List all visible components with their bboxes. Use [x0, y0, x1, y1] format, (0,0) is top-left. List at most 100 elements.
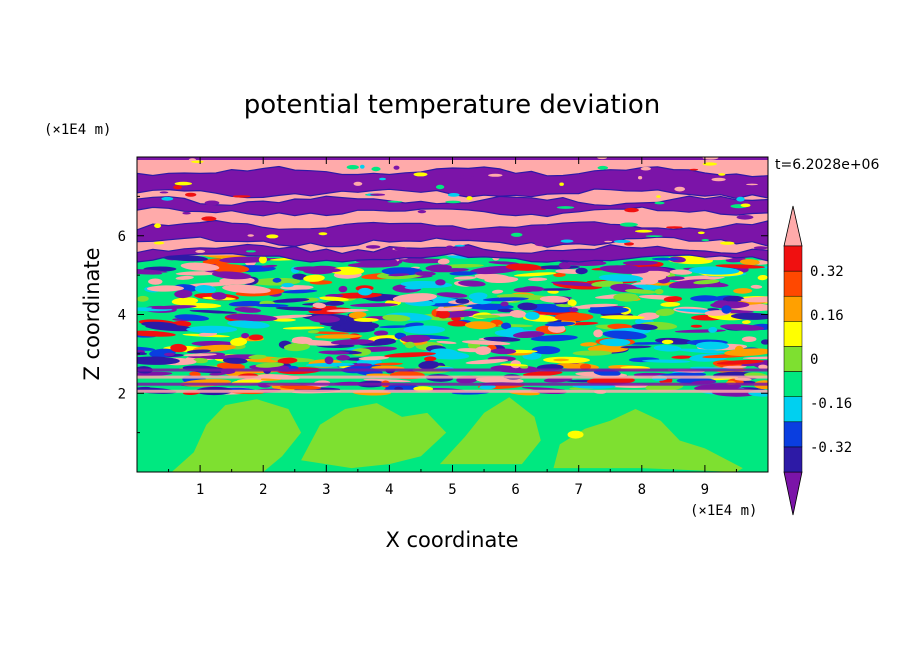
mixing-cell — [724, 348, 768, 357]
mixing-cell — [211, 292, 227, 300]
colorbar-swatch — [783, 446, 803, 473]
mixing-cell — [151, 305, 197, 310]
mixing-cell — [655, 308, 675, 317]
upper-cell — [370, 193, 386, 196]
mixing-cell — [490, 348, 517, 355]
upper-cell — [559, 182, 564, 186]
x-tick-label: 7 — [574, 482, 582, 498]
mixing-cell — [309, 315, 341, 323]
mixing-cell — [579, 363, 592, 371]
mixing-cell — [488, 261, 520, 265]
mixing-cell — [414, 271, 436, 276]
cold-band — [137, 219, 768, 248]
upper-cell — [228, 161, 246, 164]
mixing-cell — [222, 284, 271, 294]
upper-cell — [701, 239, 710, 242]
upper-cell — [597, 165, 609, 170]
mixing-cell — [602, 330, 647, 340]
upper-cell — [153, 241, 165, 245]
colorbar-label: 0 — [810, 352, 818, 368]
mixing-layer — [137, 247, 768, 397]
mixing-cell — [690, 295, 720, 302]
upper-cell — [191, 160, 204, 163]
cold-band — [137, 243, 768, 263]
mixing-cell — [353, 317, 379, 322]
mixing-cell — [234, 307, 262, 313]
upper-cell — [445, 200, 461, 204]
y-tick-label: 6 — [118, 229, 126, 245]
mixing-cell — [567, 299, 577, 307]
mixing-cell — [358, 287, 373, 296]
mixing-cell — [189, 371, 201, 377]
mixing-cell — [174, 289, 193, 299]
upper-cell — [276, 162, 282, 166]
mixing-cell — [319, 296, 349, 302]
mixing-cell — [553, 358, 570, 362]
y-tick-label: 2 — [118, 386, 126, 402]
upper-cell — [346, 165, 359, 170]
upper-cell — [645, 235, 663, 238]
mixing-cell — [626, 342, 668, 345]
mixing-cell — [505, 327, 524, 333]
mixing-cell — [544, 321, 576, 327]
mixing-cell — [500, 301, 509, 307]
mixing-cell — [230, 337, 248, 347]
upper-cell — [394, 246, 408, 251]
mixing-cell — [282, 289, 318, 294]
mixing-cell — [183, 353, 217, 357]
upper-cell — [560, 239, 574, 243]
plot-area — [137, 157, 768, 472]
mixing-cell — [464, 321, 497, 330]
mixing-cell — [279, 385, 322, 390]
upper-cell — [182, 211, 191, 215]
upper-cell — [154, 223, 162, 228]
mixing-cell — [676, 348, 726, 354]
mixing-cell — [318, 350, 350, 355]
upper-cell — [718, 173, 726, 176]
mixing-cell — [314, 334, 363, 339]
mixing-cell — [733, 288, 753, 294]
upper-cell — [674, 186, 685, 192]
mixing-cell — [551, 281, 603, 287]
mixing-cell — [462, 340, 511, 346]
mixing-cell — [330, 339, 375, 345]
mixing-cell — [555, 304, 572, 308]
colorbar-swatch — [783, 245, 803, 272]
mixing-cell — [740, 296, 768, 303]
upper-cell — [435, 184, 445, 190]
mixing-cell — [219, 256, 271, 264]
mixing-cell — [639, 273, 667, 281]
upper-cell — [436, 174, 440, 178]
upper-cell — [634, 229, 653, 233]
colorbar-label: 0.32 — [810, 264, 844, 280]
mixing-cell — [572, 350, 612, 356]
mixing-cell — [483, 336, 521, 342]
mixing-cell — [482, 297, 529, 302]
mixing-cell — [363, 378, 411, 383]
upper-cell — [417, 210, 427, 214]
upper-cell — [266, 234, 279, 239]
cold-band — [137, 165, 768, 200]
upper-cell — [586, 214, 599, 217]
colorbar-swatch — [783, 371, 803, 397]
mixing-cell — [613, 293, 639, 302]
mixing-cell — [750, 284, 763, 289]
x-axis-label: X coordinate — [385, 528, 518, 552]
mixing-cell — [453, 276, 477, 280]
upper-cell — [454, 244, 466, 247]
colorbar-label: 0.16 — [810, 308, 844, 324]
upper-cell — [466, 196, 473, 201]
upper-cell — [510, 232, 523, 237]
mixing-cell — [261, 264, 278, 268]
mixing-cell — [500, 363, 528, 367]
time-label: t=6.2028e+06 — [775, 157, 879, 173]
mixing-cell — [180, 262, 220, 271]
mixing-cell — [174, 314, 210, 321]
mixing-cell — [663, 296, 683, 303]
mixing-cell — [194, 285, 216, 294]
upper-cell — [365, 245, 381, 249]
warm-patch — [171, 399, 302, 472]
mixing-cell — [198, 332, 218, 337]
upper-cell — [446, 245, 454, 249]
